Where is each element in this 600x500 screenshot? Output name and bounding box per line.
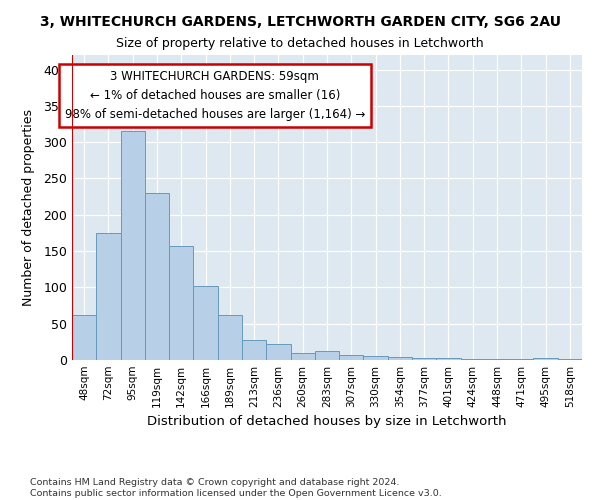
- Bar: [72, 315, 96, 360]
- Bar: [388, 357, 412, 360]
- Bar: [290, 352, 315, 360]
- Text: Size of property relative to detached houses in Letchworth: Size of property relative to detached ho…: [116, 38, 484, 51]
- Y-axis label: Number of detached properties: Number of detached properties: [22, 109, 35, 306]
- Bar: [96, 233, 121, 360]
- Bar: [218, 315, 242, 360]
- Text: 3 WHITECHURCH GARDENS: 59sqm
← 1% of detached houses are smaller (16)
98% of sem: 3 WHITECHURCH GARDENS: 59sqm ← 1% of det…: [65, 70, 365, 121]
- Bar: [364, 356, 388, 360]
- Bar: [169, 246, 193, 360]
- Bar: [315, 352, 339, 360]
- Bar: [121, 131, 145, 360]
- Bar: [145, 193, 169, 360]
- Bar: [558, 358, 582, 360]
- Text: Contains HM Land Registry data © Crown copyright and database right 2024.
Contai: Contains HM Land Registry data © Crown c…: [30, 478, 442, 498]
- Bar: [533, 358, 558, 360]
- Bar: [266, 344, 290, 360]
- Bar: [339, 355, 364, 360]
- Bar: [485, 358, 509, 360]
- Bar: [412, 358, 436, 360]
- Bar: [242, 340, 266, 360]
- X-axis label: Distribution of detached houses by size in Letchworth: Distribution of detached houses by size …: [147, 416, 507, 428]
- Text: 3, WHITECHURCH GARDENS, LETCHWORTH GARDEN CITY, SG6 2AU: 3, WHITECHURCH GARDENS, LETCHWORTH GARDE…: [40, 15, 560, 29]
- Bar: [461, 358, 485, 360]
- Bar: [436, 358, 461, 360]
- Bar: [193, 286, 218, 360]
